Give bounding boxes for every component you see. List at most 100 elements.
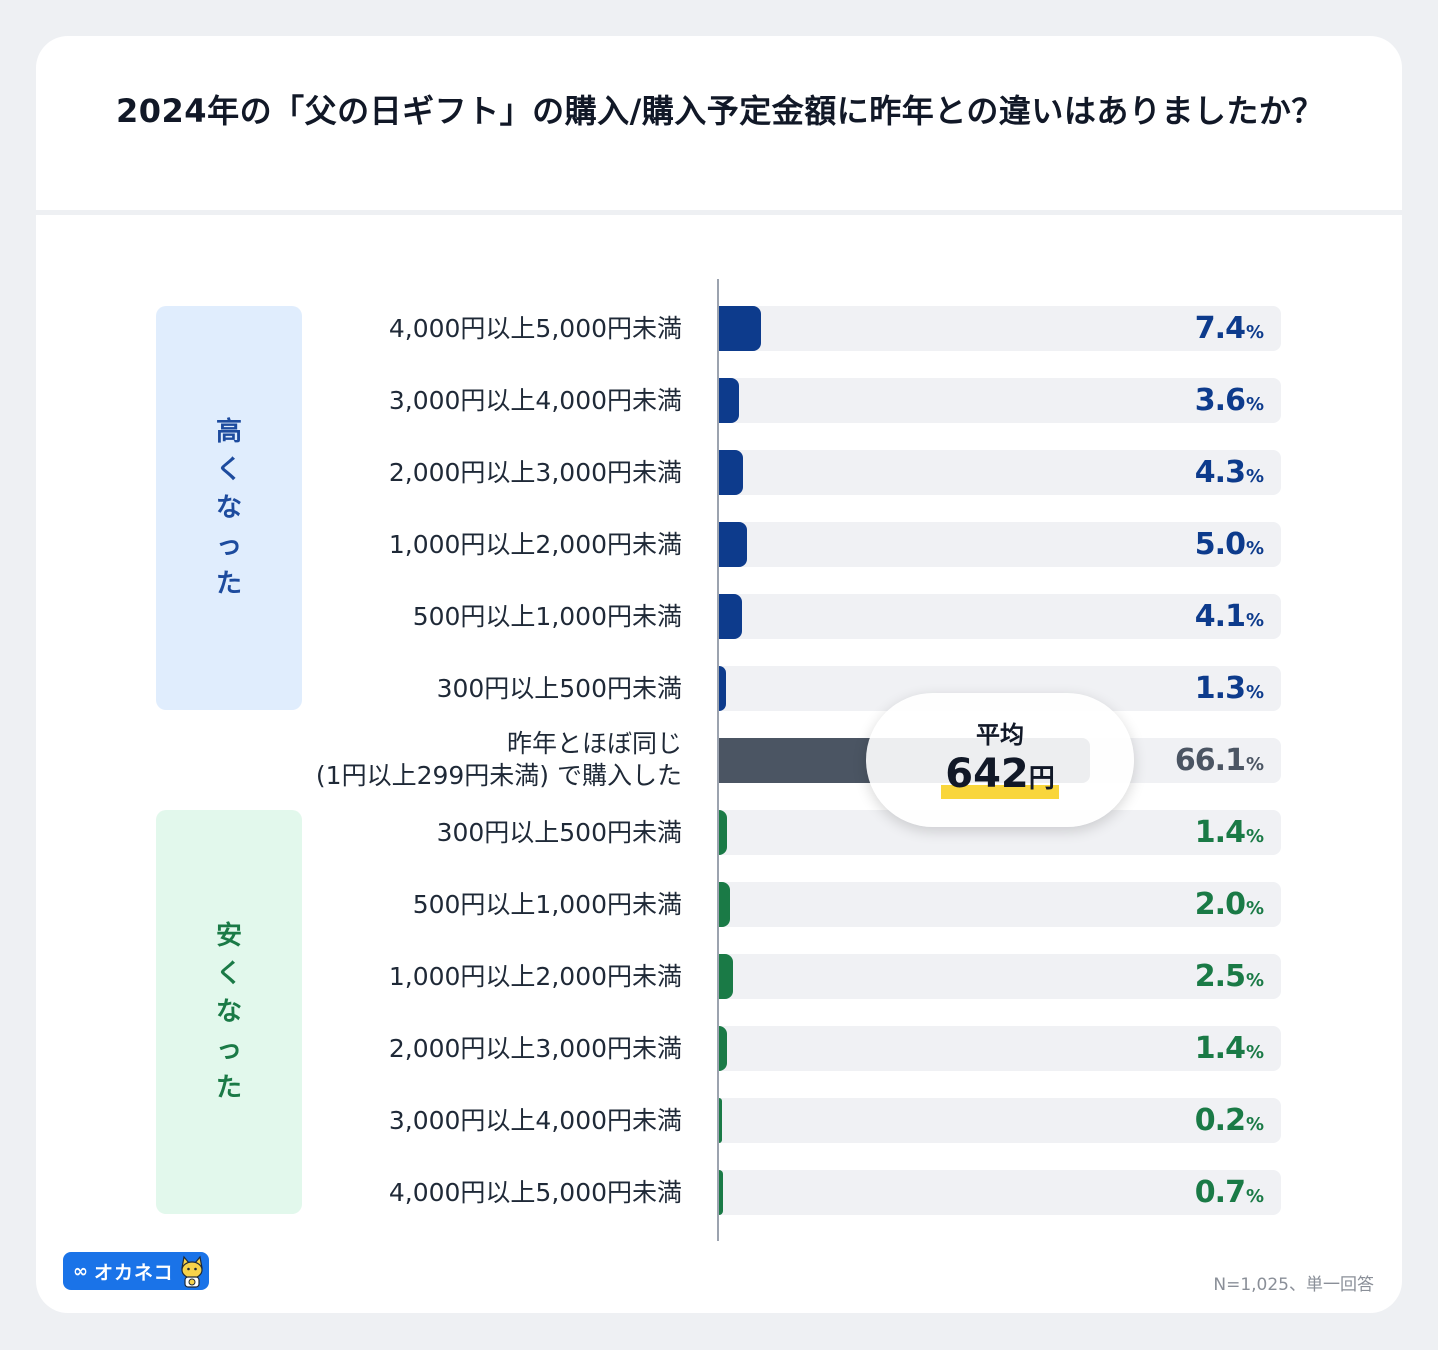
sample-footnote: N=1,025、単一回答 (1213, 1275, 1374, 1295)
value-number: 66.1 (1174, 743, 1246, 778)
value-unit: % (1245, 898, 1264, 919)
value-unit: % (1245, 754, 1264, 775)
group-up-label-char: た (215, 569, 242, 599)
value-number: 1.4 (1194, 1031, 1246, 1066)
category-label: 300円以上500円未満 (436, 674, 682, 703)
category-label-line2: (1円以上299円未満) で購入した (315, 761, 682, 790)
group-decreased: 安くなった (156, 810, 302, 1214)
value-number: 4.1 (1194, 599, 1246, 634)
bar-track (719, 1170, 1281, 1215)
bar-up (719, 522, 747, 567)
value-unit: % (1245, 538, 1264, 559)
bar-track (719, 882, 1281, 927)
bar-track (719, 594, 1281, 639)
value-unit: % (1245, 682, 1264, 703)
value-number: 1.3 (1194, 671, 1246, 706)
average-value-wrap: 642円 (941, 752, 1059, 801)
value-unit: % (1245, 1186, 1264, 1207)
category-label: 2,000円以上3,000円未満 (388, 458, 682, 487)
okaneko-logo: ∞ オカネコ (63, 1252, 209, 1290)
bar-up (719, 306, 761, 351)
category-label: 4,000円以上5,000円未満 (388, 314, 682, 343)
value-label: 3.6% (1195, 378, 1264, 427)
value-label: 0.7% (1195, 1170, 1264, 1219)
group-up-label-char: っ (215, 531, 242, 561)
bar-track (719, 450, 1281, 495)
value-label: 5.0% (1195, 522, 1264, 571)
bar-track (719, 1098, 1281, 1143)
bar-up (719, 666, 726, 711)
value-label: 7.4% (1195, 306, 1264, 355)
value-label: 1.4% (1195, 810, 1264, 859)
bar-track (719, 522, 1281, 567)
zero-axis-line (717, 279, 719, 1241)
category-label: 300円以上500円未満 (436, 818, 682, 847)
category-label: 1,000円以上2,000円未満 (388, 962, 682, 991)
bar-track (719, 378, 1281, 423)
category-label: 3,000円以上4,000円未満 (388, 386, 682, 415)
value-label: 4.3% (1195, 450, 1264, 499)
average-value: 642円 (945, 752, 1055, 801)
logo-text: オカネコ (94, 1261, 174, 1284)
group-up-label-char: な (215, 493, 242, 523)
value-label: 66.1% (1175, 738, 1264, 787)
value-label: 4.1% (1195, 594, 1264, 643)
chart-card: 2024年の「父の日ギフト」の購入/購入予定金額に昨年との違いはありましたか？ … (36, 36, 1402, 1313)
bar-track (719, 1026, 1281, 1071)
value-label: 1.3% (1195, 666, 1264, 715)
value-unit: % (1245, 394, 1264, 415)
value-label: 1.4% (1195, 1026, 1264, 1075)
group-down-label-char: く (215, 959, 242, 989)
category-label: 2,000円以上3,000円未満 (388, 1034, 682, 1063)
category-label: 4,000円以上5,000円未満 (388, 1178, 682, 1207)
bar-down (719, 1170, 723, 1215)
title-divider (36, 210, 1402, 215)
average-unit: 円 (1028, 763, 1055, 794)
bar-down (719, 882, 730, 927)
bar-down (719, 810, 727, 855)
bar-down (719, 1026, 727, 1071)
average-number: 642 (945, 750, 1029, 797)
value-unit: % (1245, 1042, 1264, 1063)
category-label-line1: 昨年とほぼ同じ (506, 729, 682, 758)
category-label: 500円以上1,000円未満 (412, 890, 682, 919)
value-number: 4.3 (1194, 455, 1246, 490)
bar-track (719, 306, 1281, 351)
value-unit: % (1245, 970, 1264, 991)
bar-track (719, 954, 1281, 999)
bar-down (719, 1098, 722, 1143)
value-number: 0.2 (1194, 1103, 1246, 1138)
category-label: 500円以上1,000円未満 (412, 602, 682, 631)
category-label: 1,000円以上2,000円未満 (388, 530, 682, 559)
group-down-label-char: な (215, 997, 242, 1027)
value-number: 3.6 (1194, 383, 1246, 418)
bar-up (719, 594, 742, 639)
value-label: 2.5% (1195, 954, 1264, 1003)
bar-down (719, 954, 733, 999)
value-unit: % (1245, 610, 1264, 631)
value-label: 2.0% (1195, 882, 1264, 931)
category-label: 昨年とほぼ同じ (1円以上299円未満) で購入した (316, 728, 682, 792)
average-label: 平均 (976, 720, 1024, 749)
bar-up (719, 450, 743, 495)
group-up-label-char: 高 (215, 417, 242, 447)
group-increased: 高くなった (156, 306, 302, 710)
group-down-label-char: っ (215, 1035, 242, 1065)
value-unit: % (1245, 826, 1264, 847)
chart-title: 2024年の「父の日ギフト」の購入/購入予定金額に昨年との違いはありましたか？ (116, 92, 1324, 130)
bar-up (719, 378, 739, 423)
cat-mascot-icon (181, 1255, 203, 1288)
category-label: 3,000円以上4,000円未満 (388, 1106, 682, 1135)
value-number: 5.0 (1194, 527, 1246, 562)
value-number: 0.7 (1194, 1175, 1246, 1210)
value-number: 2.5 (1194, 959, 1246, 994)
value-number: 2.0 (1194, 887, 1246, 922)
group-down-label-char: 安 (215, 921, 242, 951)
value-number: 7.4 (1194, 311, 1246, 346)
infinity-icon: ∞ (73, 1260, 88, 1282)
group-down-label-char: た (215, 1073, 242, 1103)
average-highlight (941, 784, 1059, 799)
value-unit: % (1245, 466, 1264, 487)
average-bubble: 平均 642円 (866, 693, 1134, 827)
group-up-label-char: く (215, 455, 242, 485)
